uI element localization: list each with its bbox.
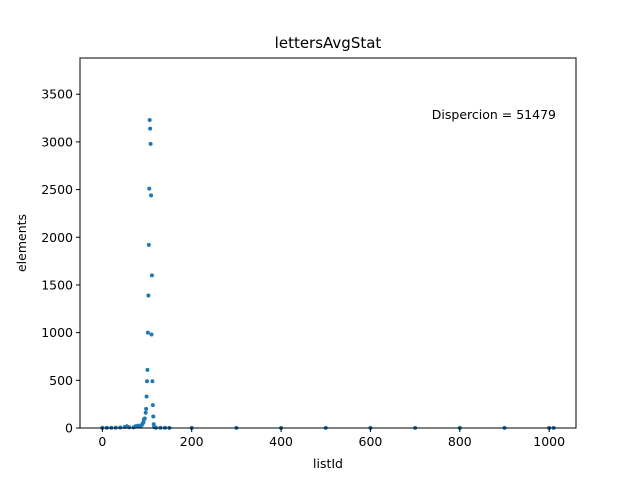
data-point <box>148 141 153 146</box>
data-point <box>146 293 151 298</box>
data-point <box>149 332 154 337</box>
x-axis-label: listId <box>313 456 343 471</box>
x-tick-label: 200 <box>180 434 204 449</box>
data-point <box>151 414 156 419</box>
plot-frame <box>79 57 577 429</box>
data-point <box>147 186 152 191</box>
y-tick-label: 3500 <box>41 87 73 102</box>
x-tick-label: 400 <box>269 434 293 449</box>
data-point <box>148 126 153 131</box>
y-tick-label: 500 <box>49 373 73 388</box>
data-point <box>150 379 155 384</box>
y-tick-label: 2000 <box>41 230 73 245</box>
dispersion-annotation: Dispercion = 51479 <box>432 107 556 122</box>
data-point <box>144 394 149 399</box>
y-axis-ticks: 0 500 1000 1500 2000 2500 3000 3500 <box>41 87 80 436</box>
data-point <box>149 193 154 198</box>
data-point <box>147 117 152 122</box>
x-tick-label: 800 <box>448 434 472 449</box>
y-tick-label: 2500 <box>41 182 73 197</box>
y-tick-label: 1500 <box>41 277 73 292</box>
data-point <box>150 403 155 408</box>
x-tick-label: 600 <box>359 434 383 449</box>
data-point <box>145 330 150 335</box>
y-axis-label: elements <box>14 214 29 272</box>
data-point <box>143 410 148 415</box>
data-point <box>144 406 149 411</box>
data-point <box>149 273 154 278</box>
data-point <box>146 242 151 247</box>
x-tick-label: 0 <box>98 434 106 449</box>
data-point <box>145 379 150 384</box>
x-axis-ticks: 0 200 400 600 800 1000 <box>98 428 565 449</box>
data-point <box>127 425 132 430</box>
x-tick-label: 1000 <box>533 434 565 449</box>
data-point <box>145 367 150 372</box>
data-point <box>142 416 147 421</box>
y-tick-label: 1000 <box>41 325 73 340</box>
y-tick-label: 3000 <box>41 134 73 149</box>
chart-title: lettersAvgStat <box>275 34 382 52</box>
y-tick-label: 0 <box>65 421 73 436</box>
